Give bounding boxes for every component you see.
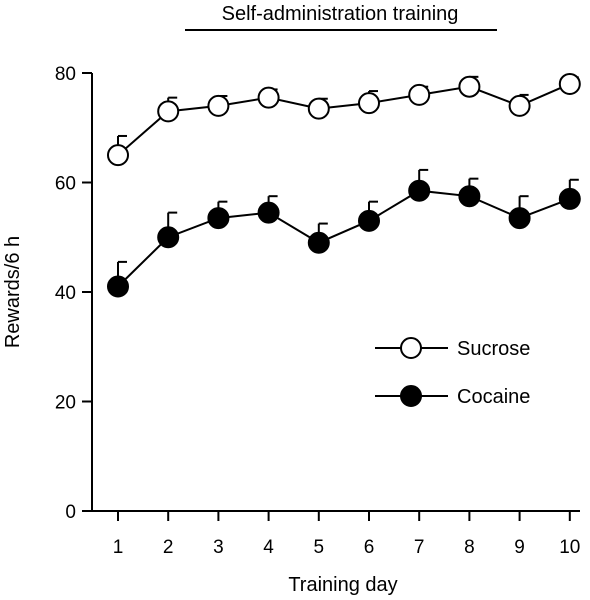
legend-marker-cocaine: [400, 385, 422, 407]
legend-marker-sucrose: [400, 337, 422, 359]
x-tick-label: 3: [213, 537, 224, 558]
data-point-sucrose: [207, 94, 230, 117]
data-point-cocaine: [458, 185, 481, 208]
data-point-cocaine: [558, 187, 581, 210]
x-ticks: 1 2 3 4 5 6 7 8 9 10: [113, 511, 580, 558]
y-axis-title: Rewards/6 h: [2, 236, 24, 348]
data-point-sucrose: [107, 144, 129, 167]
y-tick-label: 60: [55, 174, 76, 195]
data-point-cocaine: [508, 207, 531, 230]
data-point-sucrose: [508, 94, 531, 117]
series-line-cocaine: [117, 189, 571, 288]
x-tick-label: 10: [559, 537, 580, 558]
data-point-sucrose: [558, 72, 581, 95]
series-sucrose: [107, 72, 581, 167]
legend: Sucrose Cocaine: [375, 337, 530, 408]
series-line-sucrose: [117, 83, 571, 156]
x-tick-label: 8: [464, 537, 475, 558]
legend-label-sucrose: Sucrose: [457, 338, 530, 360]
data-point-cocaine: [157, 226, 180, 249]
series-cocaine: [107, 168, 581, 298]
x-axis-title: Training day: [288, 574, 397, 596]
x-tick-label: 9: [514, 537, 525, 558]
data-point-sucrose: [358, 92, 380, 115]
y-tick-label: 20: [55, 393, 76, 414]
data-point-cocaine: [408, 179, 431, 202]
chart-title: Self-administration training: [222, 3, 459, 25]
data-point-sucrose: [458, 75, 481, 98]
x-tick-label: 5: [314, 537, 325, 558]
data-point-cocaine: [358, 209, 380, 232]
legend-item-sucrose: Sucrose: [375, 337, 530, 360]
y-ticks: 0 20 40 60 80: [55, 64, 92, 523]
data-point-sucrose: [408, 83, 431, 106]
legend-item-cocaine: Cocaine: [375, 385, 530, 408]
legend-label-cocaine: Cocaine: [457, 386, 530, 408]
data-point-sucrose: [257, 86, 280, 109]
x-tick-label: 7: [414, 537, 425, 558]
x-tick-label: 6: [364, 537, 375, 558]
x-tick-label: 1: [113, 537, 124, 558]
series-layer: [107, 72, 581, 298]
data-point-cocaine: [307, 231, 330, 254]
data-point-cocaine: [207, 207, 230, 230]
x-tick-label: 2: [163, 537, 174, 558]
data-point-cocaine: [257, 201, 280, 224]
data-point-cocaine: [107, 275, 129, 298]
y-tick-label: 80: [55, 64, 76, 85]
data-point-sucrose: [157, 100, 180, 123]
x-tick-label: 4: [263, 537, 274, 558]
y-tick-label: 40: [55, 283, 76, 304]
y-tick-label: 0: [65, 502, 76, 523]
data-point-sucrose: [307, 97, 330, 120]
